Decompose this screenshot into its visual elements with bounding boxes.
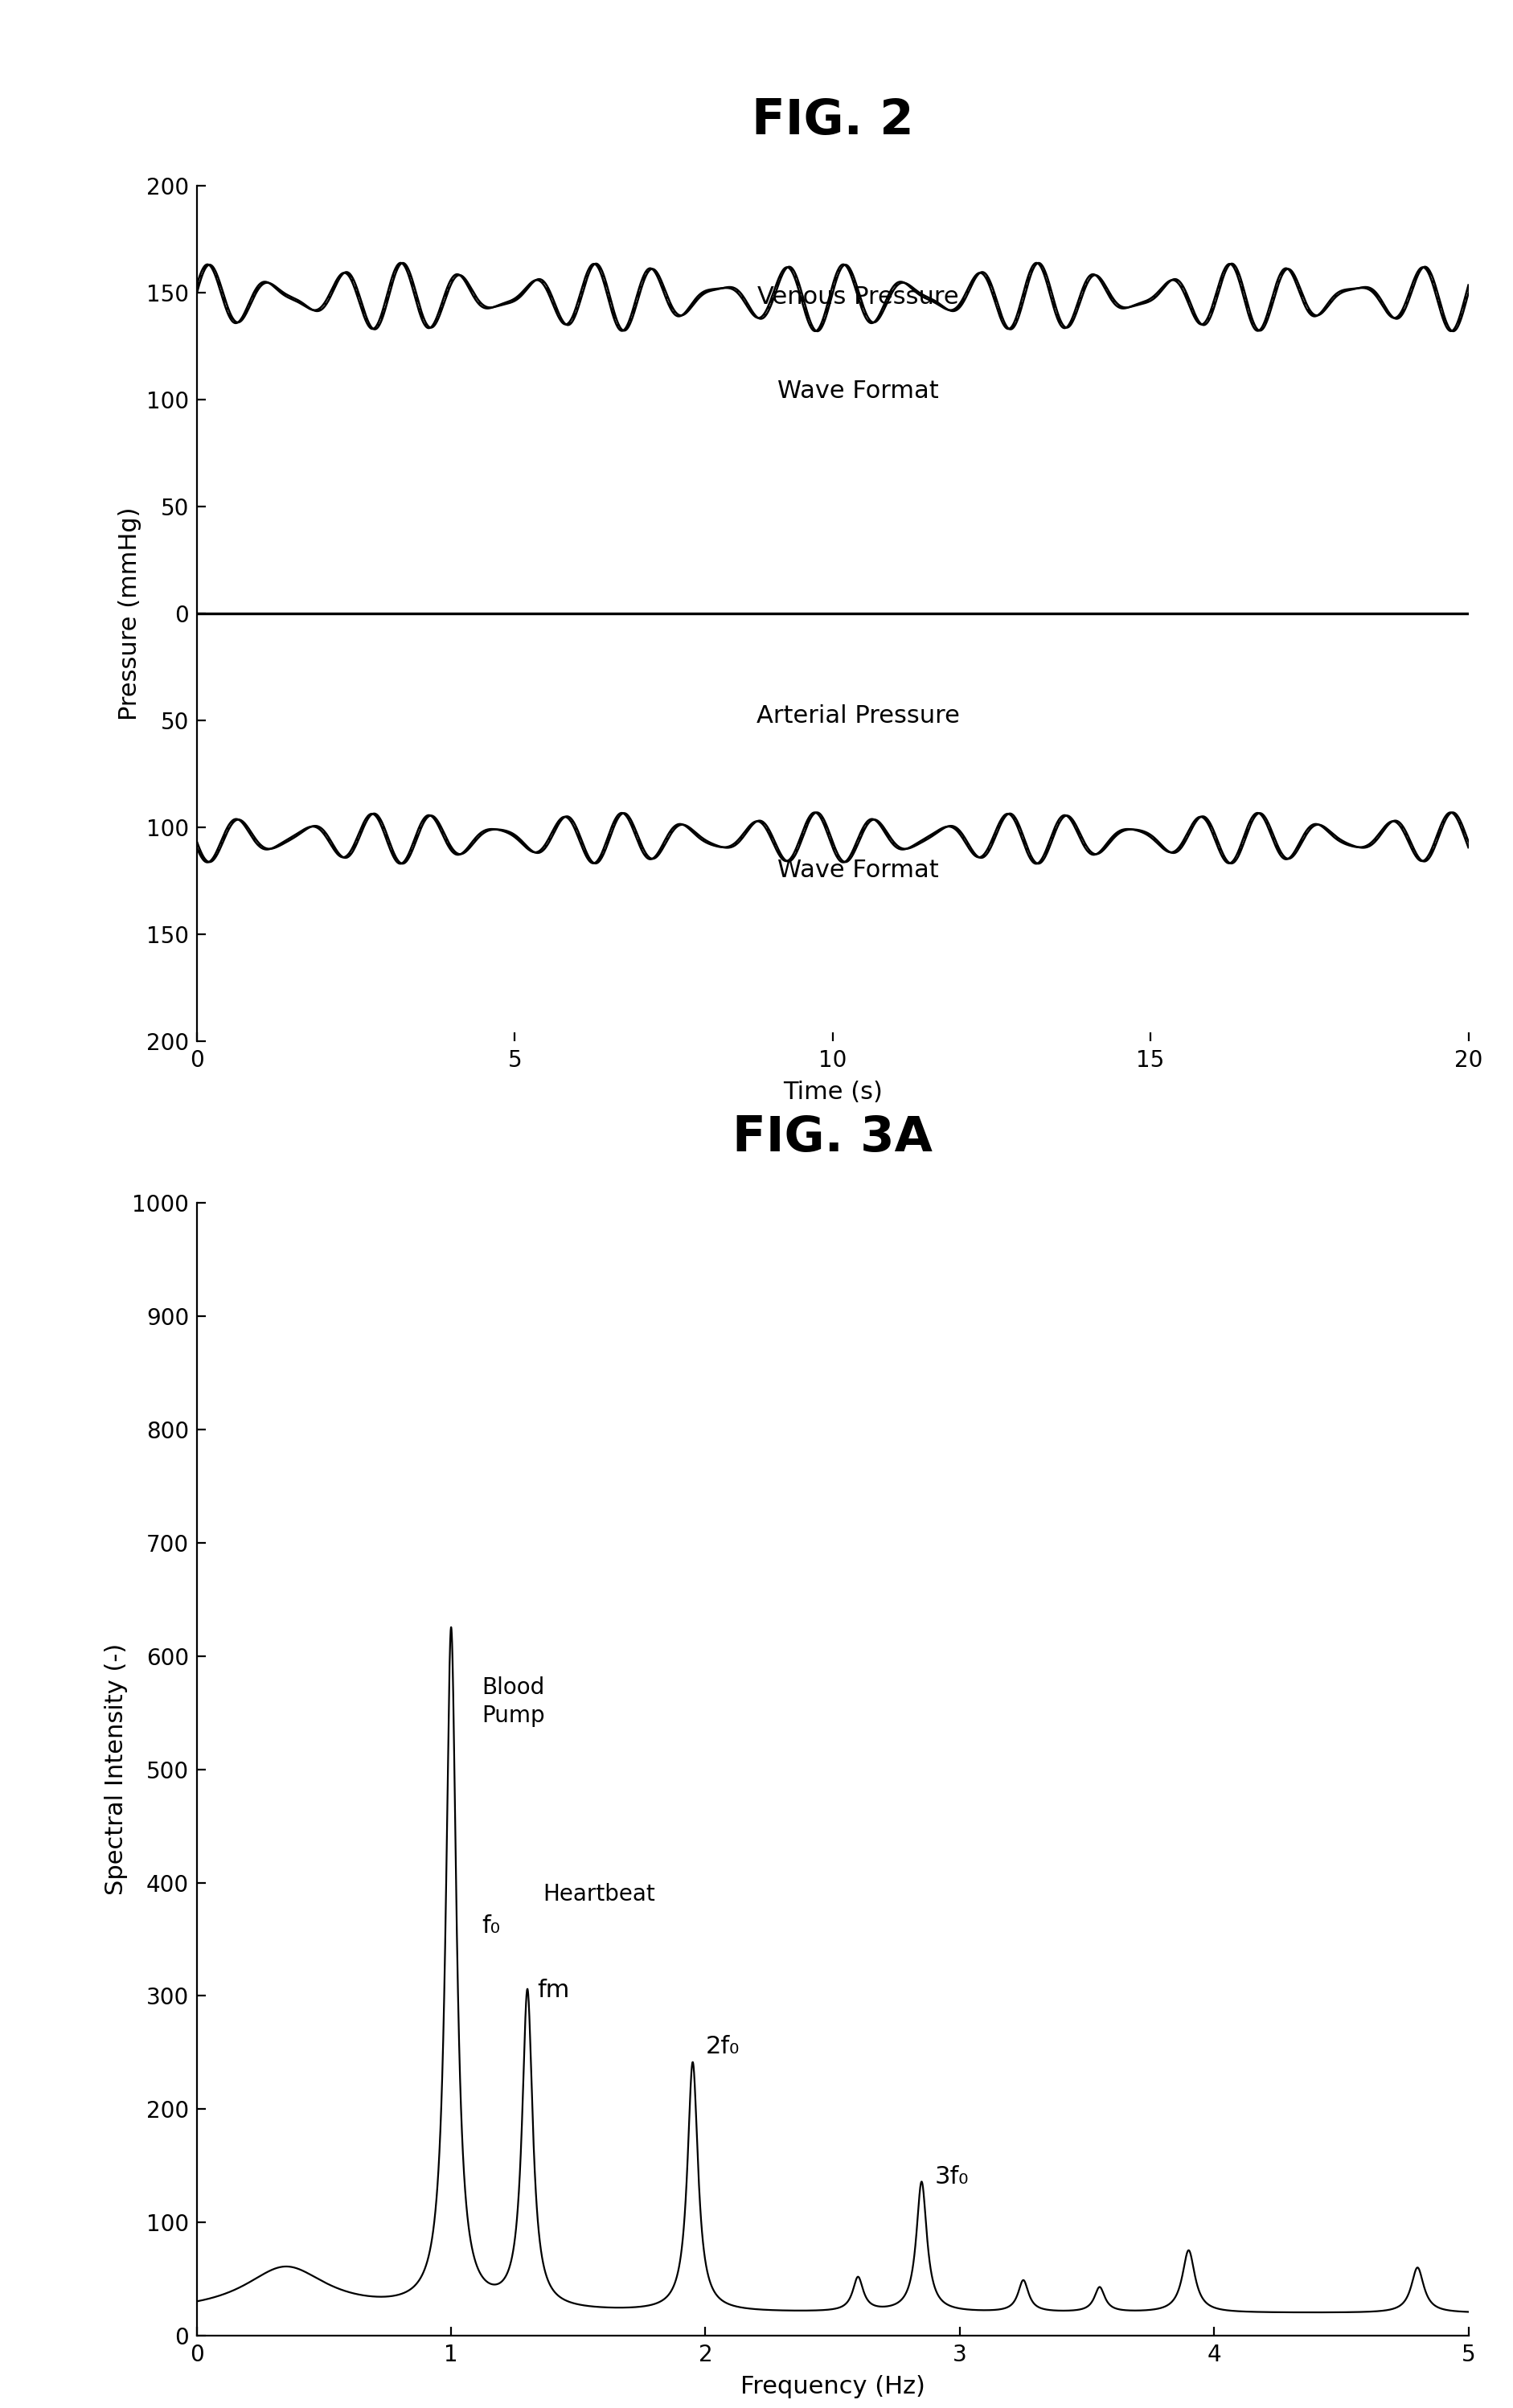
X-axis label: Time (s): Time (s) xyxy=(782,1081,882,1103)
Text: 2f₀: 2f₀ xyxy=(705,2035,738,2059)
Text: FIG. 3A: FIG. 3A xyxy=(732,1115,932,1163)
Y-axis label: Spectral Intensity (-): Spectral Intensity (-) xyxy=(104,1645,127,1895)
Text: FIG. 2: FIG. 2 xyxy=(750,96,914,144)
Text: Wave Format: Wave Format xyxy=(776,860,938,881)
Text: fm: fm xyxy=(537,1979,570,2001)
Text: Heartbeat: Heartbeat xyxy=(542,1883,655,1905)
Text: 3f₀: 3f₀ xyxy=(934,2165,968,2189)
Text: Blood
Pump: Blood Pump xyxy=(481,1676,545,1727)
X-axis label: Frequency (Hz): Frequency (Hz) xyxy=(740,2374,924,2398)
Text: Wave Format: Wave Format xyxy=(776,380,938,402)
Text: f₀: f₀ xyxy=(481,1914,499,1938)
Y-axis label: Pressure (mmHg): Pressure (mmHg) xyxy=(118,506,142,720)
Text: Arterial Pressure: Arterial Pressure xyxy=(756,706,959,727)
Text: Venous Pressure: Venous Pressure xyxy=(756,287,958,308)
